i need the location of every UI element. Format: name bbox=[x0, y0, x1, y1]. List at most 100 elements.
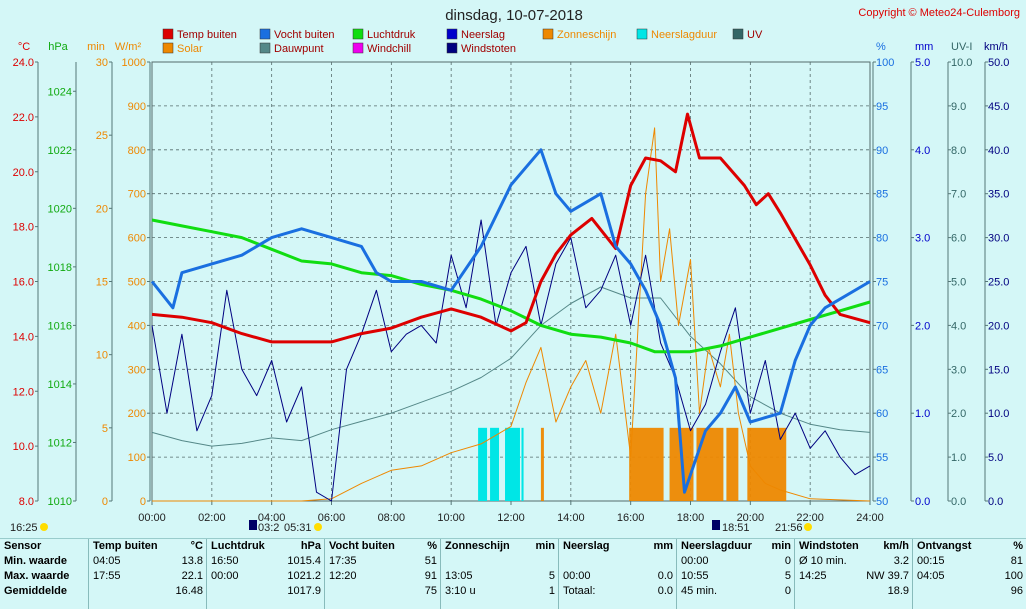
table-row: 00:00 0 bbox=[677, 554, 795, 569]
cell-value: 1021.2 bbox=[287, 570, 321, 582]
x-tick-label: 08:00 bbox=[378, 512, 406, 524]
temp-axis-tick-label: 14.0 bbox=[13, 331, 34, 343]
cell-value: 22.1 bbox=[181, 570, 203, 582]
cell-value: 18.9 bbox=[887, 585, 909, 597]
table-row: Totaal: 0.0 bbox=[559, 584, 677, 599]
cell-time: 16:50 bbox=[211, 555, 239, 567]
x-tick-label: 06:00 bbox=[318, 512, 346, 524]
humidity-axis-tick-label: 65 bbox=[876, 364, 888, 376]
cell-value: 91 bbox=[424, 570, 437, 582]
legend-label: Windstoten bbox=[461, 43, 516, 55]
minutes-axis-tick-label: 10 bbox=[96, 350, 108, 362]
legend-label: Neerslagduur bbox=[651, 29, 717, 41]
table-row: 14:25 NW 39.7 bbox=[795, 569, 913, 584]
table-row: 00:00 1021.2 bbox=[207, 569, 325, 584]
minutes-axis-tick-label: 0 bbox=[102, 496, 108, 508]
legend-label: Vocht buiten bbox=[274, 29, 335, 41]
table-column: Zonneschijn min 13:05 5 3:10 u 1 bbox=[440, 539, 559, 609]
sun-icon bbox=[40, 523, 48, 531]
series-vocht-buiten bbox=[150, 148, 871, 494]
cell-time: 10:55 bbox=[681, 570, 709, 582]
cell-time: Totaal: bbox=[563, 585, 596, 597]
table-row: 04:05 13.8 bbox=[89, 554, 207, 569]
cell-time: 17:35 bbox=[329, 555, 357, 567]
x-tick-label: 20:00 bbox=[737, 512, 765, 524]
column-unit: min bbox=[535, 540, 555, 552]
wind-axis-tick-label: 40.0 bbox=[988, 145, 1009, 157]
temp-axis-tick-label: 22.0 bbox=[13, 112, 34, 124]
series-windstoten bbox=[151, 219, 871, 502]
table-row: 00:00 0.0 bbox=[559, 569, 677, 584]
table-row: Ø 10 min. 3.2 bbox=[795, 554, 913, 569]
series-luchtdruk bbox=[151, 218, 871, 354]
pressure-axis-unit: hPa bbox=[48, 41, 68, 53]
table-row: 16:50 1015.4 bbox=[207, 554, 325, 569]
cell-value: 5 bbox=[784, 570, 791, 582]
legend-label: Windchill bbox=[367, 43, 411, 55]
rain-axis-tick-label: 2.0 bbox=[915, 320, 930, 332]
wind-axis-unit: km/h bbox=[984, 41, 1008, 53]
table-row: 3:10 u 1 bbox=[441, 584, 559, 599]
legend-swatch bbox=[352, 28, 364, 40]
humidity-axis-tick-label: 100 bbox=[876, 57, 894, 69]
table-row: 04:05 100 bbox=[913, 569, 1026, 584]
column-header: Ontvangst bbox=[917, 540, 972, 552]
sunshine-bar bbox=[747, 427, 787, 501]
series-temp-buiten bbox=[151, 112, 871, 344]
sunrise-time: 05:31 bbox=[284, 522, 312, 534]
minutes-axis-tick-label: 15 bbox=[96, 277, 108, 289]
row-label-min: Min. waarde bbox=[4, 555, 67, 567]
wind-axis-tick-label: 0.0 bbox=[988, 496, 1003, 508]
cell-value: 75 bbox=[424, 585, 437, 597]
cell-value: 16.48 bbox=[175, 585, 203, 597]
uv-axis-tick-label: 2.0 bbox=[951, 408, 966, 420]
rain-duration-bar bbox=[521, 427, 524, 501]
cell-value: NW 39.7 bbox=[866, 570, 909, 582]
cell-value: 0 bbox=[784, 555, 791, 567]
legend-swatch bbox=[352, 42, 364, 54]
temp-axis-tick-label: 12.0 bbox=[13, 386, 34, 398]
legend-label: Neerslag bbox=[461, 29, 505, 41]
legend-swatch bbox=[162, 42, 174, 54]
temp-axis-tick-label: 8.0 bbox=[19, 496, 34, 508]
minutes-axis-unit: min bbox=[87, 41, 105, 53]
wind-axis-tick-label: 5.0 bbox=[988, 452, 1003, 464]
wind-axis-tick-label: 45.0 bbox=[988, 101, 1009, 113]
wind-axis-tick-label: 25.0 bbox=[988, 277, 1009, 289]
rain-duration-bar bbox=[490, 427, 500, 501]
uv-axis-tick-label: 3.0 bbox=[951, 364, 966, 376]
chart-title: dinsdag, 10-07-2018 bbox=[445, 7, 583, 24]
cell-time: 04:05 bbox=[93, 555, 121, 567]
cell-time: 3:10 u bbox=[445, 585, 476, 597]
moonset-time: 03:2 bbox=[258, 522, 279, 534]
column-header: Vocht buiten bbox=[329, 540, 395, 552]
marker-left-time: 16:25 bbox=[10, 522, 38, 534]
wind-axis-tick-label: 30.0 bbox=[988, 233, 1009, 245]
table-column: Windstoten km/h Ø 10 min. 3.2 14:25 NW 39.7 18… bbox=[794, 539, 913, 609]
table-row: 17:35 51 bbox=[325, 554, 441, 569]
column-unit: min bbox=[771, 540, 791, 552]
cell-value: 96 bbox=[1010, 585, 1023, 597]
legend-swatch bbox=[259, 42, 271, 54]
rain-duration-bar bbox=[505, 427, 520, 501]
table-row bbox=[441, 554, 559, 569]
uv-axis-tick-label: 10.0 bbox=[951, 57, 972, 69]
cell-time: 13:05 bbox=[445, 570, 473, 582]
table-row: 16.48 bbox=[89, 584, 207, 599]
column-header: Neerslag bbox=[563, 540, 610, 552]
rain-axis-tick-label: 1.0 bbox=[915, 408, 930, 420]
table-row: 12:20 91 bbox=[325, 569, 441, 584]
legend-swatch bbox=[162, 28, 174, 40]
legend-swatch bbox=[446, 42, 458, 54]
rain-axis-tick-label: 3.0 bbox=[915, 233, 930, 245]
temp-axis-tick-label: 10.0 bbox=[13, 441, 34, 453]
cell-time: 00:15 bbox=[917, 555, 945, 567]
pressure-axis-tick-label: 1010 bbox=[48, 496, 72, 508]
wind-axis-tick-label: 20.0 bbox=[988, 320, 1009, 332]
x-tick-label: 24:00 bbox=[856, 512, 884, 524]
cell-value: 0 bbox=[784, 585, 791, 597]
solar-axis-tick-label: 0 bbox=[140, 496, 146, 508]
legend-swatch bbox=[732, 28, 744, 40]
pressure-axis-tick-label: 1024 bbox=[48, 86, 72, 98]
table-row: 75 bbox=[325, 584, 441, 599]
